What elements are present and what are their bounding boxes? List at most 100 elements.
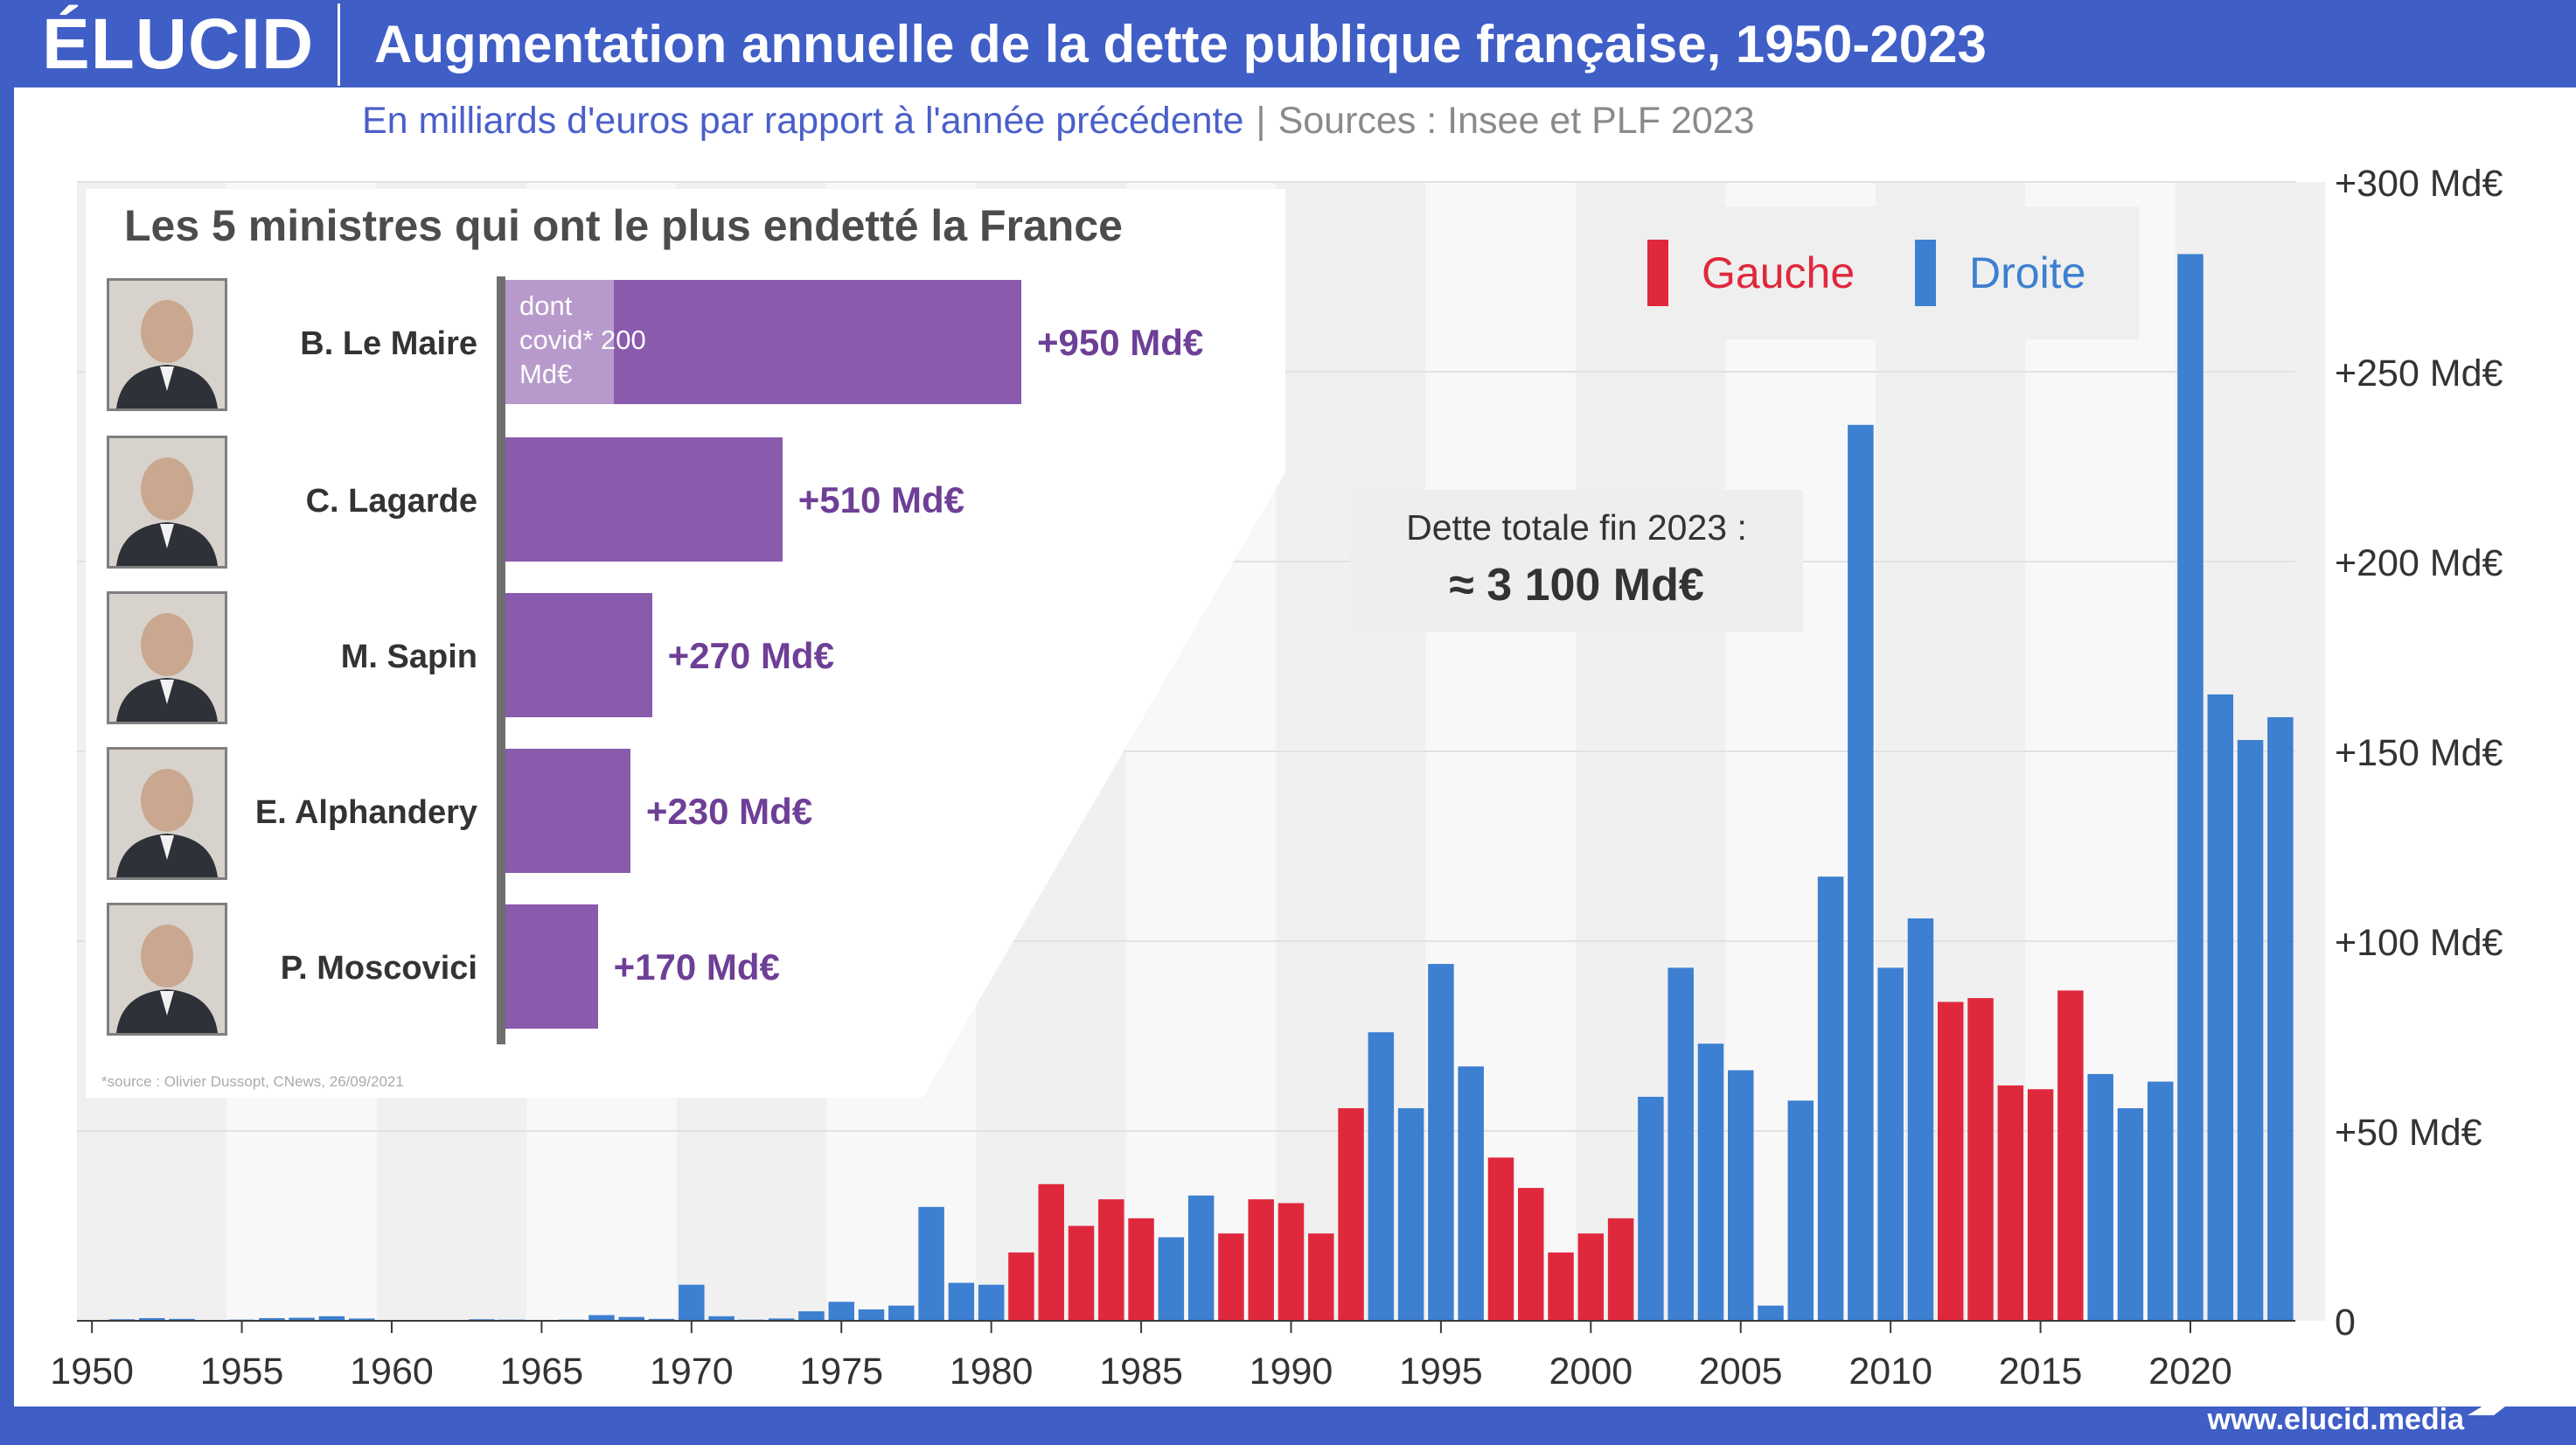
minister-bar-3 — [505, 593, 652, 717]
bar-2021 — [2207, 694, 2234, 1321]
bar-2019 — [2147, 1081, 2174, 1321]
bar-1969 — [648, 1318, 675, 1321]
bar-1994 — [1397, 1107, 1424, 1321]
bar-2016 — [2057, 990, 2084, 1321]
minister-value-1: +950 Md€ — [1037, 322, 1204, 363]
bar-1978 — [918, 1206, 944, 1321]
bar-2008 — [1817, 876, 1844, 1321]
minister-value-4: +230 Md€ — [645, 791, 813, 832]
minister-name-3: M. Sapin — [340, 639, 477, 675]
minister-name-4: E. Alphandery — [254, 794, 477, 831]
minister-bar-5 — [505, 904, 598, 1029]
bar-1958 — [318, 1316, 345, 1321]
bar-1991 — [1308, 1233, 1334, 1321]
bar-1998 — [1518, 1188, 1544, 1321]
y-tick-label-50: +50 Md€ — [2335, 1112, 2482, 1154]
bar-2022 — [2237, 739, 2264, 1321]
subtitle: En milliards d'euros par rapport à l'ann… — [362, 94, 1755, 147]
bar-2013 — [1967, 998, 1994, 1321]
bar-2005 — [1728, 1070, 1754, 1321]
bar-2009 — [1848, 424, 1874, 1321]
legend-swatch-droite — [1915, 240, 1936, 306]
x-tick-label-1995: 1995 — [1399, 1351, 1483, 1393]
bar-1970 — [679, 1284, 705, 1321]
bar-2012 — [1937, 1002, 1964, 1321]
x-tick-label-1975: 1975 — [799, 1351, 883, 1393]
bar-1984 — [1098, 1199, 1124, 1321]
portrait-icon — [109, 905, 225, 1033]
minister-portrait-4 — [107, 747, 227, 880]
y-tick-labels: 0 +50 Md€ +100 Md€ +150 Md€ +200 Md€ +250 Md€… — [2335, 163, 2503, 1344]
chart-title: Augmentation annuelle de la dette publiq… — [374, 15, 1987, 73]
inset-title: Les 5 ministres qui ont le plus endetté … — [124, 201, 1123, 250]
total-debt-box: Dette totale fin 2023 : ≈ 3 100 Md€ — [1350, 490, 1803, 632]
bar-2006 — [1758, 1305, 1784, 1321]
bar-1987 — [1187, 1195, 1215, 1321]
bar-1968 — [618, 1316, 644, 1321]
subtitle-separator: | — [1256, 100, 1266, 142]
minister-bar-2 — [505, 437, 783, 562]
bar-1973 — [768, 1318, 795, 1321]
bar-1999 — [1548, 1252, 1574, 1321]
bar-2002 — [1638, 1096, 1664, 1321]
minister-portrait-3 — [107, 591, 227, 724]
bar-1988 — [1218, 1233, 1244, 1321]
footer-url: www.elucid.media — [2207, 1403, 2464, 1436]
portrait-icon — [109, 594, 225, 722]
bar-1983 — [1068, 1225, 1095, 1321]
minister-portrait-5 — [107, 903, 227, 1036]
bar-2010 — [1877, 967, 1904, 1321]
elucid-mark-icon — [2468, 1386, 2517, 1415]
inset-panel — [86, 189, 1285, 1098]
minister-portrait-1 — [107, 278, 227, 411]
bar-2011 — [1907, 918, 1934, 1321]
bar-2017 — [2087, 1073, 2113, 1321]
x-tick-label-1965: 1965 — [500, 1351, 584, 1393]
minister-name-2: C. Lagarde — [305, 483, 477, 520]
bar-1967 — [588, 1315, 615, 1321]
bar-1985 — [1128, 1218, 1154, 1321]
x-tick-label-1980: 1980 — [950, 1351, 1034, 1393]
subtitle-sources: Sources : Insee et PLF 2023 — [1278, 100, 1755, 142]
legend-label-gauche: Gauche — [1702, 248, 1855, 297]
x-tick-label-2015: 2015 — [1999, 1351, 2083, 1393]
bars — [79, 254, 2294, 1322]
bar-1977 — [888, 1305, 915, 1321]
bar-1981 — [1008, 1252, 1034, 1321]
bar-1956 — [259, 1317, 285, 1321]
minister-bar-4 — [505, 749, 630, 873]
bar-1959 — [348, 1318, 375, 1321]
bar-2018 — [2117, 1107, 2144, 1321]
bar-1995 — [1428, 964, 1454, 1321]
legend-swatch-gauche — [1647, 240, 1668, 306]
x-tick-label-2005: 2005 — [1699, 1351, 1783, 1393]
bar-2000 — [1577, 1233, 1605, 1321]
bar-2020 — [2177, 254, 2204, 1322]
minister-name-1: B. Le Maire — [300, 325, 477, 362]
x-tick-label-1960: 1960 — [350, 1351, 434, 1393]
x-tick-label-1950: 1950 — [50, 1351, 134, 1393]
x-tick-label-1955: 1955 — [200, 1351, 284, 1393]
bar-2004 — [1697, 1044, 1724, 1321]
total-debt-value: ≈ 3 100 Md€ — [1449, 560, 1704, 611]
x-tick-label-1990: 1990 — [1250, 1351, 1333, 1393]
y-tick-label-200: +200 Md€ — [2335, 542, 2503, 584]
bar-1957 — [289, 1317, 315, 1321]
bar-1986 — [1158, 1237, 1185, 1321]
bar-2015 — [2027, 1089, 2054, 1321]
legend: Gauche Droite — [1607, 206, 2139, 339]
covid-note: dont covid* 200 Md€ — [519, 290, 646, 389]
minister-name-5: P. Moscovici — [280, 950, 477, 987]
minister-value-2: +510 Md€ — [797, 479, 965, 520]
y-tick-label-300: +300 Md€ — [2335, 163, 2503, 205]
bar-1974 — [798, 1311, 825, 1321]
y-tick-label-0: 0 — [2335, 1302, 2356, 1344]
x-tick-label-2010: 2010 — [1848, 1351, 1932, 1393]
inset-shadow — [86, 189, 1285, 1098]
x-tick-label-1970: 1970 — [650, 1351, 734, 1393]
legend-label-droite: Droite — [1969, 248, 2086, 297]
x-tick-label-2000: 2000 — [1549, 1351, 1633, 1393]
bar-1980 — [978, 1284, 1005, 1321]
inset-axis-line — [497, 276, 505, 1044]
bar-1993 — [1368, 1032, 1395, 1321]
